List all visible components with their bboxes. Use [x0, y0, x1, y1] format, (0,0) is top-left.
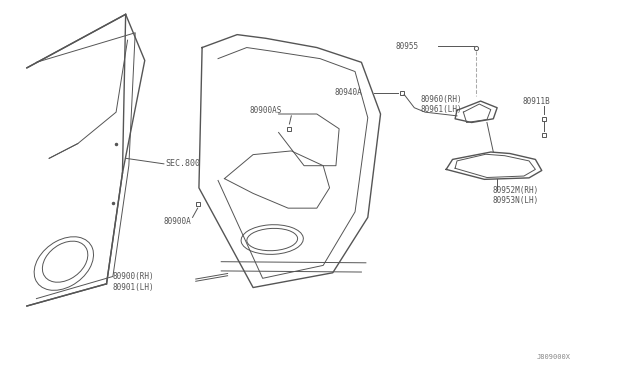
Text: 80900(RH)
80901(LH): 80900(RH) 80901(LH) [113, 272, 154, 292]
Text: SEC.800: SEC.800 [165, 159, 200, 169]
Text: 80911B: 80911B [523, 97, 550, 106]
Text: 80960(RH)
80961(LH): 80960(RH) 80961(LH) [420, 95, 462, 115]
Text: J809000X: J809000X [537, 353, 571, 360]
Text: 80955: 80955 [395, 42, 419, 51]
Text: 80940A: 80940A [334, 89, 362, 97]
Text: 80900AS: 80900AS [250, 106, 282, 115]
Text: 80900A: 80900A [164, 217, 191, 225]
Text: 80952M(RH)
80953N(LH): 80952M(RH) 80953N(LH) [492, 186, 538, 205]
